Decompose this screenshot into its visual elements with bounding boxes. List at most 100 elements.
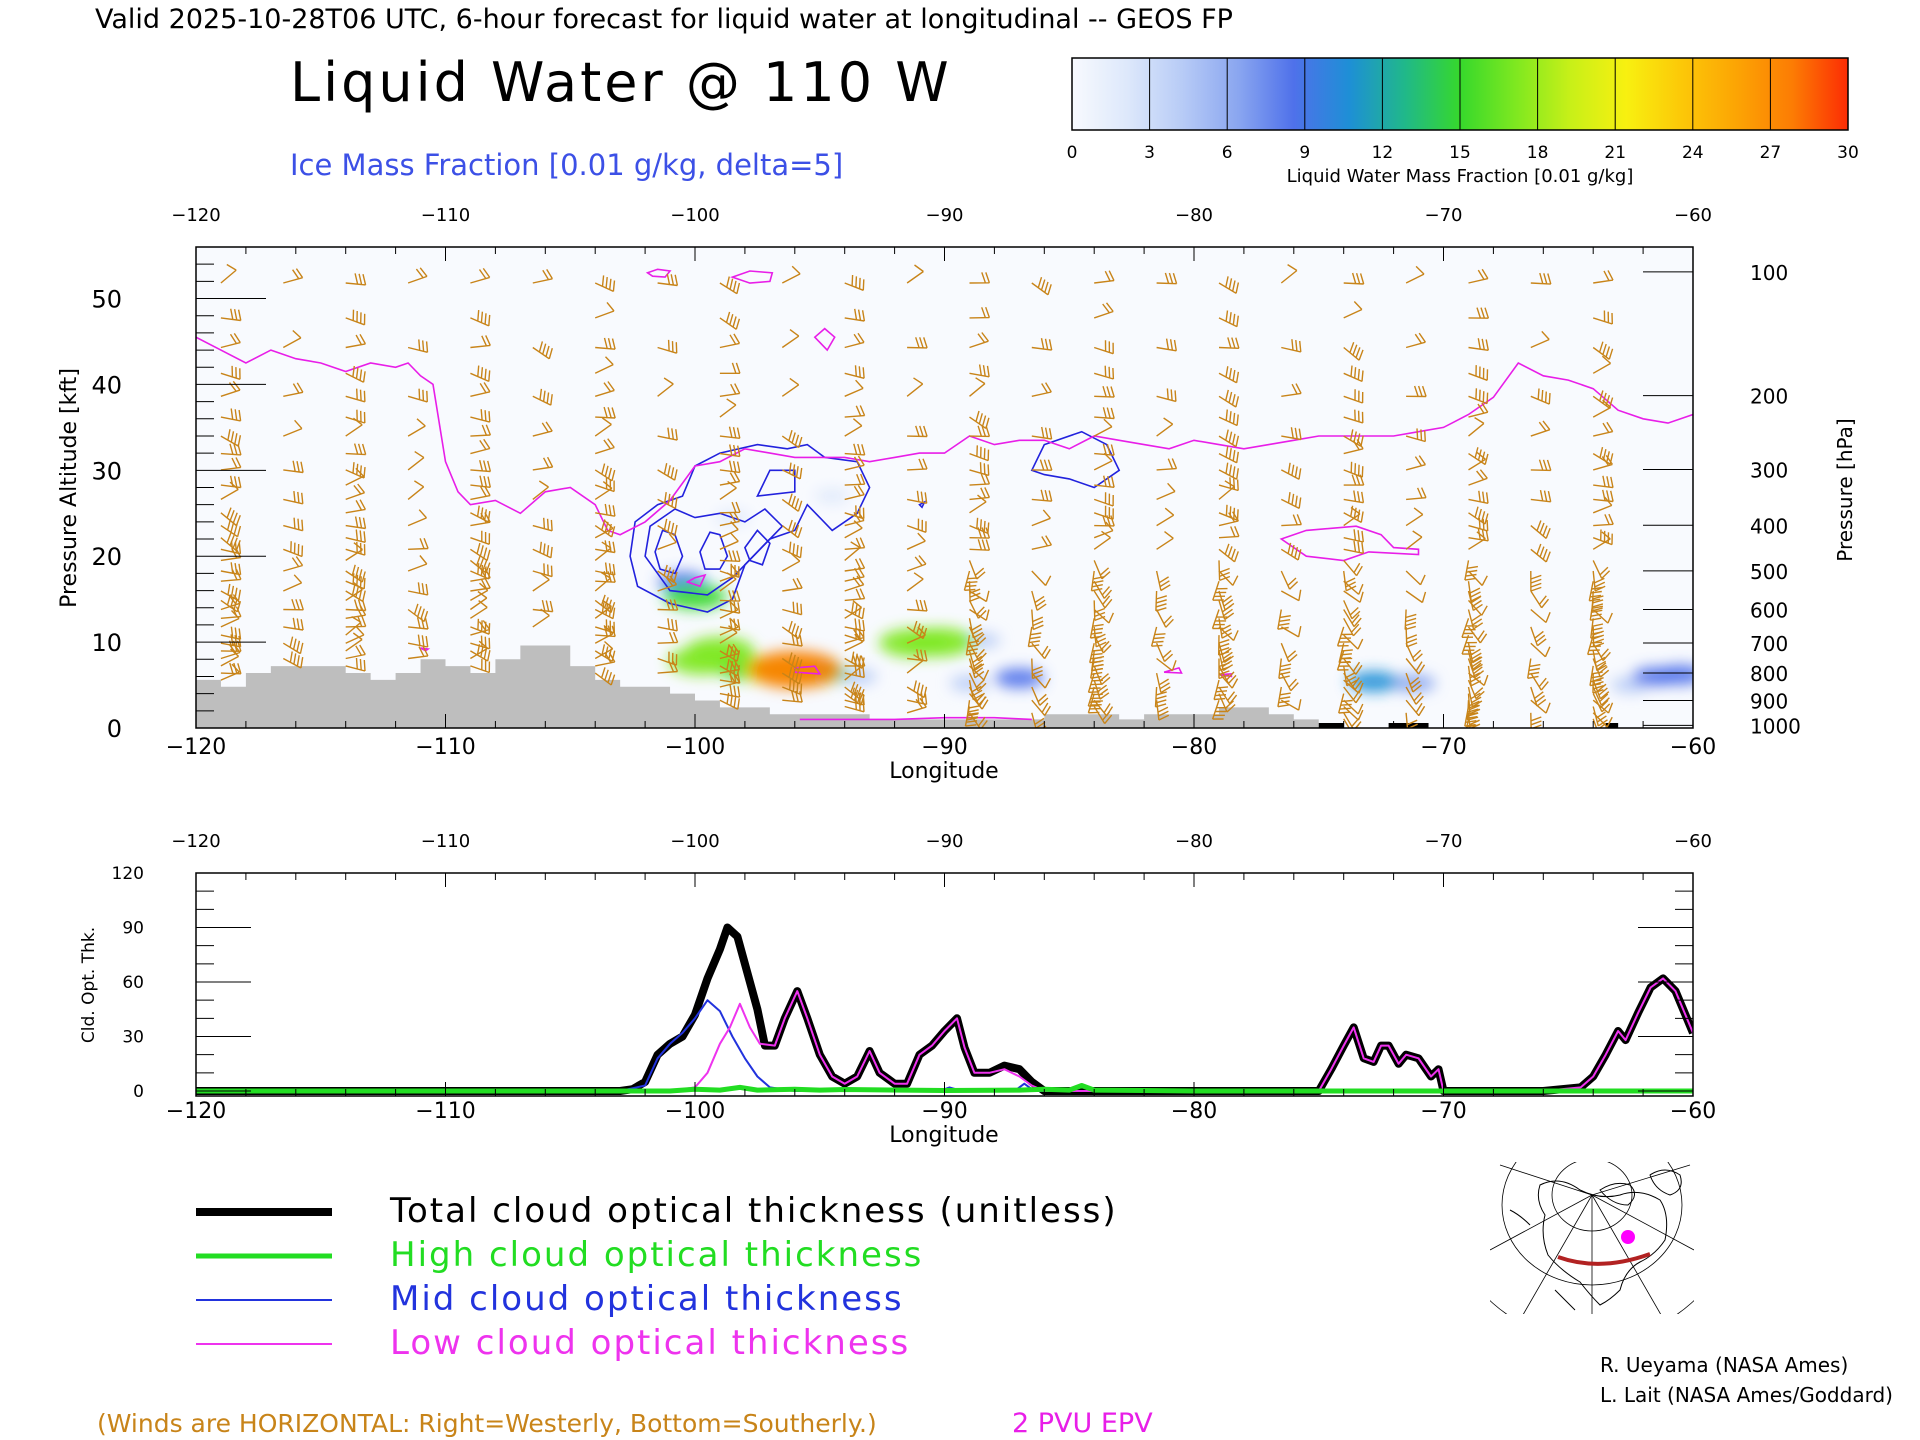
wind-barb bbox=[220, 640, 242, 652]
pressure-tick-label: 400 bbox=[1750, 514, 1788, 538]
wind-barb bbox=[719, 671, 741, 684]
wind-barb bbox=[1530, 543, 1551, 563]
wind-barb bbox=[345, 273, 367, 286]
wind-barb bbox=[844, 455, 865, 471]
wind-barb bbox=[345, 365, 366, 383]
wind-barb bbox=[1404, 609, 1417, 631]
wind-barb bbox=[345, 582, 363, 601]
wind-barb bbox=[283, 460, 304, 474]
wind-barb bbox=[906, 697, 927, 714]
wind-barb bbox=[969, 494, 987, 514]
wind-barb bbox=[1343, 365, 1364, 383]
wind-barb bbox=[1592, 310, 1613, 325]
wind-barb bbox=[1468, 365, 1489, 381]
wind-barb bbox=[470, 460, 492, 473]
wind-barb bbox=[969, 377, 986, 397]
wind-barb bbox=[1467, 658, 1485, 679]
wind-barb bbox=[969, 332, 989, 349]
wind-barb bbox=[1156, 272, 1178, 285]
wind-barb bbox=[1467, 679, 1485, 700]
wind-barb bbox=[1405, 507, 1424, 527]
wind-barb bbox=[1094, 443, 1115, 456]
wind-barb bbox=[1031, 426, 1053, 440]
wind-barb bbox=[1405, 712, 1418, 728]
x-tick-label: −60 bbox=[1670, 735, 1716, 760]
wind-barb bbox=[1031, 509, 1051, 527]
wind-barb bbox=[1031, 672, 1052, 689]
wind-barb bbox=[1343, 634, 1364, 650]
wind-barb bbox=[1405, 686, 1424, 705]
wind-barb bbox=[1343, 461, 1364, 478]
y-tick-label: 30 bbox=[122, 1028, 144, 1048]
wind-barb bbox=[1156, 338, 1177, 352]
colorbar-tick-label: 3 bbox=[1144, 143, 1155, 163]
wind-barb bbox=[1467, 643, 1483, 664]
wind-barb bbox=[657, 427, 678, 441]
wind-barb bbox=[719, 590, 741, 602]
wind-barb bbox=[1593, 513, 1614, 527]
wind-barb bbox=[1218, 310, 1239, 328]
wind-barb bbox=[1468, 338, 1489, 351]
wind-barb bbox=[532, 269, 553, 284]
wind-barb bbox=[968, 618, 984, 639]
wind-barb bbox=[283, 491, 304, 505]
colorbar-tick-label: 6 bbox=[1222, 143, 1233, 163]
wind-barb bbox=[657, 599, 679, 611]
colorbar-tick-label: 15 bbox=[1449, 143, 1471, 163]
epv-label: 2 PVU EPV bbox=[1012, 1408, 1153, 1439]
wind-barb bbox=[1530, 489, 1552, 503]
ground-mark bbox=[1388, 723, 1429, 728]
wind-barb bbox=[1405, 699, 1426, 717]
wind-barb bbox=[1468, 531, 1486, 550]
liquid-water-blob bbox=[663, 583, 727, 610]
ice-mass-contours bbox=[629, 430, 1121, 613]
wind-barb bbox=[1155, 642, 1174, 663]
wind-barb bbox=[1593, 421, 1614, 437]
wind-barb bbox=[407, 451, 425, 471]
colorbar-tick-label: 24 bbox=[1682, 143, 1704, 163]
wind-barb bbox=[470, 485, 491, 501]
wind-barb bbox=[1218, 480, 1235, 500]
colorbar-tick-label: 18 bbox=[1527, 143, 1549, 163]
wind-barb bbox=[1467, 609, 1484, 630]
wind-barb bbox=[1218, 686, 1238, 705]
wind-barb bbox=[1280, 642, 1298, 663]
wind-barb bbox=[407, 388, 428, 403]
legend-label-low: Low cloud optical thickness bbox=[390, 1323, 910, 1363]
y-axis-label: Pressure Altitude [kft] bbox=[57, 368, 82, 608]
wind-barb bbox=[532, 341, 553, 360]
wind-barb bbox=[1280, 462, 1302, 480]
wind-barb bbox=[1592, 399, 1612, 418]
wind-barb bbox=[407, 634, 429, 648]
wind-barb bbox=[1094, 515, 1115, 527]
map-location-marker bbox=[1621, 1230, 1635, 1244]
wind-barb bbox=[1343, 490, 1365, 504]
wind-barb bbox=[220, 333, 241, 349]
wind-barb bbox=[1468, 268, 1489, 284]
epv-closed-cell bbox=[729, 270, 774, 284]
wind-barb bbox=[1094, 385, 1115, 398]
wind-barb bbox=[844, 405, 866, 418]
wind-barb bbox=[220, 540, 242, 555]
wind-barb bbox=[1031, 686, 1049, 706]
wind-barb bbox=[594, 417, 612, 437]
wind-barb bbox=[1343, 658, 1363, 675]
wind-barb bbox=[1405, 332, 1426, 349]
wind-barb bbox=[844, 575, 865, 592]
wind-barb bbox=[345, 657, 366, 672]
wind-barb bbox=[1154, 686, 1167, 708]
ice-contour bbox=[1030, 430, 1121, 489]
wind-barb bbox=[1280, 570, 1299, 590]
wind-barb bbox=[220, 648, 240, 667]
wind-barb bbox=[719, 643, 740, 660]
wind-barb bbox=[1467, 693, 1481, 715]
wind-barb bbox=[657, 618, 678, 632]
wind-barb bbox=[906, 654, 924, 674]
wind-barb bbox=[1467, 570, 1488, 586]
legend-label-mid: Mid cloud optical thickness bbox=[390, 1279, 904, 1319]
wind-barb bbox=[969, 608, 990, 621]
wind-barb bbox=[1592, 658, 1610, 678]
wind-barb bbox=[220, 626, 242, 640]
wind-barb bbox=[1343, 506, 1361, 527]
wind-barb bbox=[1343, 600, 1361, 620]
